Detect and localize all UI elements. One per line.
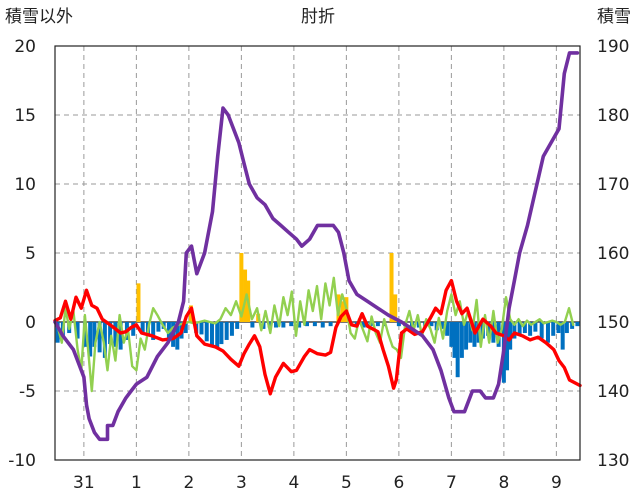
precip-bar [102, 322, 107, 358]
precip-bar [389, 253, 394, 322]
precip-bar [297, 322, 302, 328]
day-tick-label: 1 [131, 473, 142, 493]
precip-bar [533, 322, 538, 332]
left-tick-label: 5 [25, 244, 36, 264]
right-axis-label: 積雪 [597, 7, 631, 27]
precip-bar [108, 322, 113, 345]
temperature-line [53, 278, 582, 396]
left-tick-label: -5 [19, 382, 36, 402]
precip-bar [281, 322, 286, 328]
precip-bar [215, 322, 220, 349]
right-tick-label: 190 [597, 37, 629, 57]
precip-bar [429, 322, 434, 327]
precip-bar [140, 322, 145, 334]
precip-bar [396, 322, 401, 327]
precip-bar [229, 322, 234, 336]
precip-bar [113, 322, 118, 347]
precip-bar [156, 322, 161, 332]
precip-bar [375, 322, 380, 327]
precip-bar [239, 253, 244, 322]
precip-bar [204, 322, 209, 342]
precip-bar [522, 322, 527, 334]
precip-bar [491, 322, 496, 343]
precip-bar [88, 322, 93, 357]
precip-bar [199, 322, 204, 335]
precip-bar [131, 322, 136, 336]
left-tick-label: -10 [8, 451, 36, 471]
precip-bar [517, 322, 522, 336]
precip-bar [340, 301, 345, 322]
day-tick-label: 7 [446, 473, 457, 493]
precip-bar [312, 322, 317, 327]
precip-bar [55, 322, 60, 343]
line-series [53, 51, 582, 442]
precip-bar [452, 322, 457, 358]
precip-bar [250, 322, 255, 328]
precip-bar [75, 322, 80, 339]
gridlines [55, 46, 580, 460]
precip-bar [564, 322, 569, 334]
precip-bar [97, 322, 102, 353]
precip-bar [468, 322, 473, 343]
axes: 20 190 15 180 10 170 5 160 0 150 -5 140 -10 130 31 1 2 3 4… [8, 37, 629, 493]
precip-bar [92, 322, 97, 347]
day-tick-label: 9 [551, 473, 562, 493]
precip-bar [118, 322, 123, 350]
snow_depth-line [53, 51, 580, 442]
right-tick-label: 170 [597, 175, 629, 195]
precip-bar [305, 322, 309, 327]
chart-title: 肘折 [301, 7, 335, 27]
left-tick-label: 0 [25, 313, 36, 333]
precip-bar [328, 322, 333, 327]
precip-bar [219, 322, 224, 345]
right-tick-label: 130 [597, 451, 629, 471]
precip-bar [539, 322, 544, 339]
precip-bar [505, 322, 510, 371]
precip-bar [512, 322, 517, 339]
precip-bar [320, 322, 325, 328]
precip-bar [575, 322, 580, 327]
precip-bar [82, 322, 87, 347]
right-tick-label: 150 [597, 313, 629, 333]
day-tick-label: 6 [393, 473, 404, 493]
precip-bar [551, 322, 556, 336]
precip-bar [545, 322, 550, 343]
right-tick-label: 160 [597, 244, 629, 264]
precip-bar [289, 322, 294, 327]
precip-bar [556, 322, 561, 334]
precip-bar [151, 322, 156, 340]
precip-bar [209, 322, 214, 346]
precip-bar [464, 322, 469, 350]
day-tick-label: 4 [288, 473, 299, 493]
precip-bar [449, 322, 454, 347]
precip-bar [361, 322, 366, 328]
day-tick-label: 8 [498, 473, 509, 493]
precip-bar [136, 283, 141, 322]
left-tick-label: 20 [14, 37, 36, 57]
right-tick-label: 140 [597, 382, 629, 402]
precip-bar [445, 322, 450, 336]
wind-line [56, 276, 575, 393]
left-tick-label: 15 [14, 106, 36, 126]
precip-bar [528, 322, 533, 336]
precip-bar [455, 322, 460, 378]
day-tick-label: 2 [183, 473, 194, 493]
day-tick-label: 5 [341, 473, 352, 493]
day-tick-label: 31 [73, 473, 95, 493]
precip-bar [183, 322, 188, 334]
precip-bar [393, 294, 398, 322]
precip-bar [459, 322, 464, 358]
left-tick-label: 10 [14, 175, 36, 195]
plot-frame [54, 45, 581, 461]
precip-bar [570, 322, 575, 329]
precip-bar [235, 322, 240, 329]
precip-bar [224, 322, 229, 340]
day-tick-label: 3 [236, 473, 247, 493]
precip-bar [560, 322, 565, 350]
precip-bar [439, 322, 444, 329]
left-axis-label: 積雪以外 [5, 7, 73, 27]
right-tick-label: 180 [597, 106, 629, 126]
precip-bar [274, 322, 279, 328]
